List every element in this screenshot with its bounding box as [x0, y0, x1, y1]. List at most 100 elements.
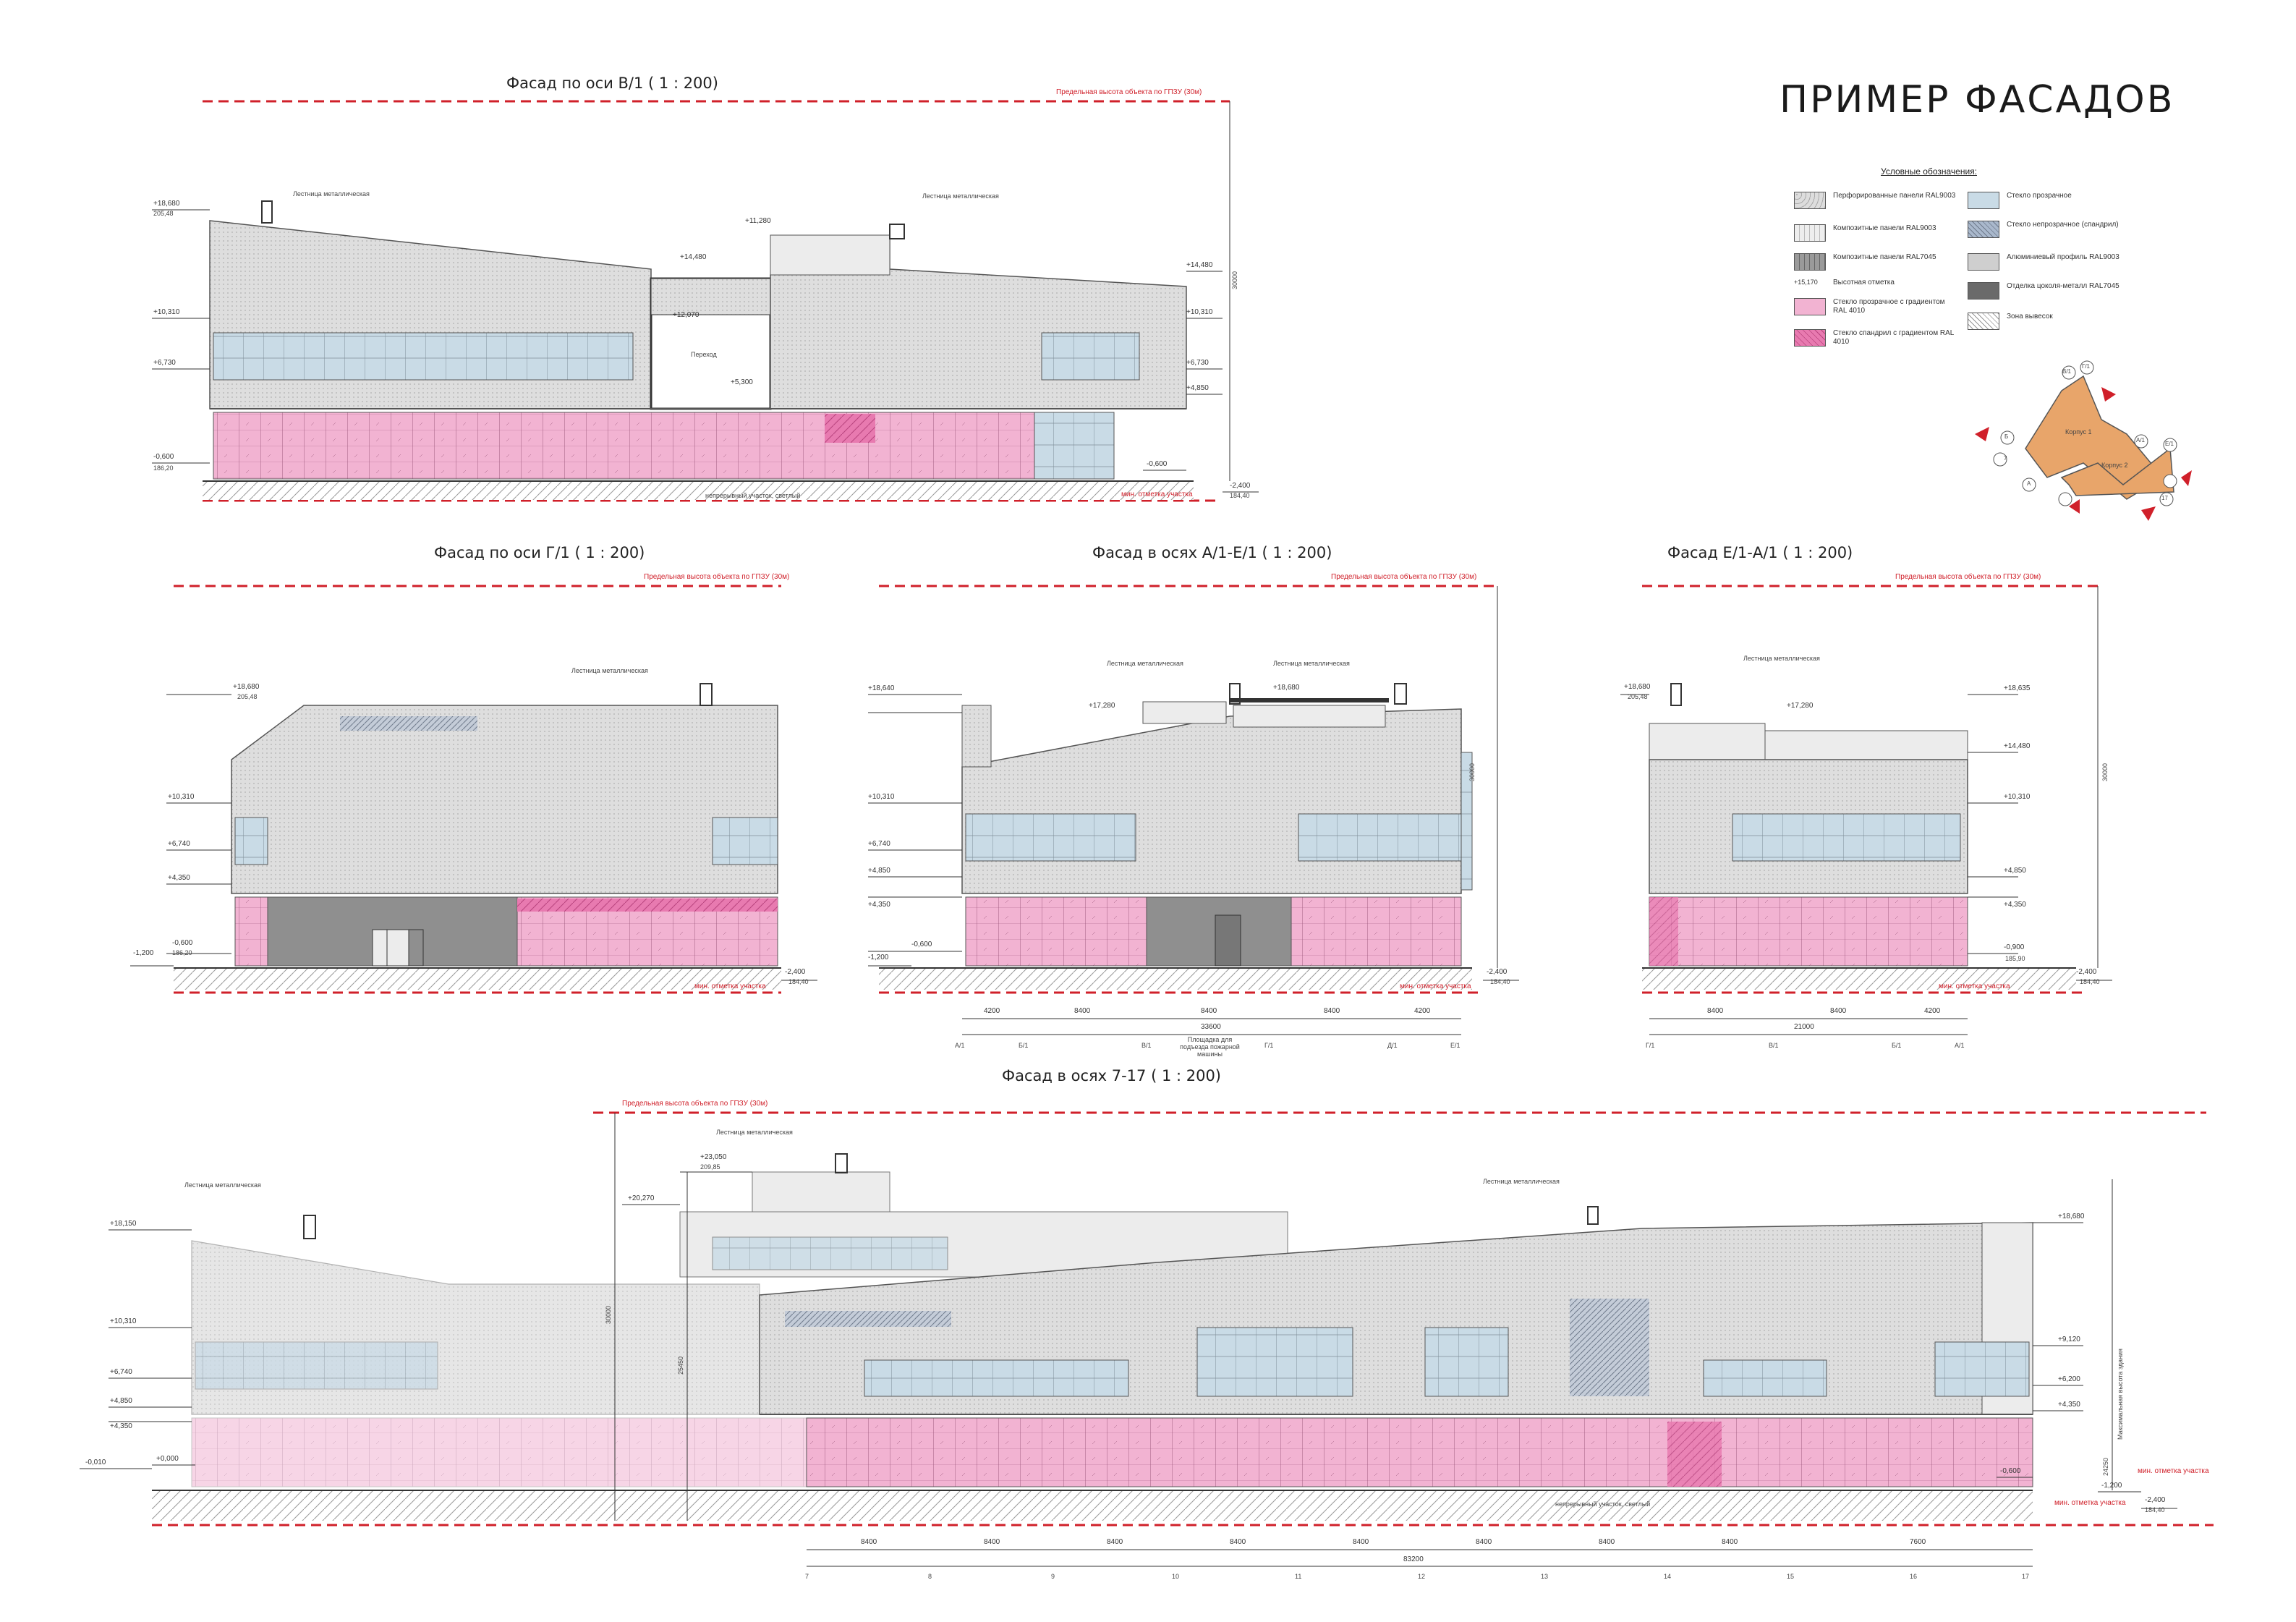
keyplan-marker: Б [2004, 433, 2009, 440]
level-abs: 184,40 [1230, 492, 1250, 499]
level-mark: +14,480 [1186, 261, 1213, 269]
legend-title: Условные обозначения: [1881, 166, 1977, 177]
dim-span: 8400 [861, 1538, 877, 1546]
level-mark: +18,635 [2004, 684, 2031, 692]
min-level-label: мин. отметка участка [2138, 1467, 2209, 1475]
level-mark: +18,680 [1273, 684, 1300, 692]
legend-swatch-glass [1968, 192, 1999, 209]
axis-label: 8 [928, 1573, 932, 1580]
legend-swatch-pink-spandrel [1794, 329, 1826, 347]
keyplan-marker: Г/1 [2082, 363, 2091, 370]
level-mark: +6,730 [1186, 359, 1209, 367]
level-mark: +4,350 [2004, 901, 2026, 909]
keyplan-marker: Е/1 [2165, 441, 2174, 447]
level-mark: -1,200 [868, 954, 889, 961]
level-abs: 186,20 [153, 464, 174, 472]
dim-span: 4200 [1924, 1007, 1941, 1015]
level-mark: -1,200 [133, 949, 154, 957]
legend-item: Перфорированные панели RAL9003 [1794, 192, 1956, 209]
level-mark: +18,680 [1624, 683, 1651, 691]
legend-swatch-composite-dark [1794, 253, 1826, 271]
axis-label: В/1 [1769, 1042, 1779, 1049]
stair-note: Лестница металлическая [1273, 660, 1350, 667]
plinth-note: непрерывный участок, светлый [705, 492, 801, 499]
level-mark: +5,300 [731, 378, 753, 386]
dim-span: 8400 [1107, 1538, 1123, 1546]
level-mark: -0,600 [2000, 1467, 2021, 1475]
keyplan-marker: В/1 [2062, 368, 2072, 375]
legend-item: +15,170 Высотная отметка [1794, 279, 1895, 286]
key-plan [1975, 360, 2192, 521]
level-mark: +9,120 [2058, 1336, 2080, 1343]
level-mark: -2,400 [785, 968, 806, 976]
legend-item: Стекло спандрил с градиентом RAL 4010 [1794, 329, 1956, 347]
level-mark: +4,850 [110, 1397, 132, 1405]
level-mark: +10,310 [153, 308, 180, 316]
axis-label: 7 [805, 1573, 809, 1580]
stair-note: Лестница металлическая [184, 1181, 261, 1189]
min-level-label: мин. отметка участка [694, 982, 766, 990]
level-mark: +18,640 [868, 684, 895, 692]
level-abs: 186,20 [172, 949, 192, 956]
facade-3-drawing [868, 585, 1519, 1035]
keyplan-marker: А [2027, 480, 2031, 487]
axis-label: 17 [2022, 1573, 2030, 1580]
axis-label: 12 [1418, 1573, 1426, 1580]
facade-4-drawing [1620, 585, 2112, 1035]
dim-span: 8400 [1074, 1007, 1091, 1015]
axis-label: Б/1 [1892, 1042, 1902, 1049]
level-mark: +6,200 [2058, 1375, 2080, 1383]
min-level-label: мин. отметка участка [2054, 1499, 2126, 1507]
level-mark: -2,400 [2076, 968, 2097, 976]
level-mark: +10,310 [168, 793, 195, 801]
height-limit-label: Предельная высота объекта по ГПЗУ (30м) [1895, 573, 2041, 581]
level-mark: -0,600 [172, 939, 193, 947]
height-limit-label: Предельная высота объекта по ГПЗУ (30м) [1056, 88, 1202, 96]
axis-label: 14 [1664, 1573, 1672, 1580]
min-level-label: мин. отметка участка [1400, 982, 1471, 990]
level-mark: -1,200 [2101, 1482, 2122, 1490]
level-abs: 184,40 [788, 978, 809, 985]
stair-note: Лестница металлическая [1107, 660, 1183, 667]
axis-label: 9 [1051, 1573, 1055, 1580]
dim-height: 30000 [1231, 271, 1238, 289]
dim-span: 8400 [1201, 1007, 1217, 1015]
legend-item: Композитные панели RAL9003 [1794, 224, 1956, 242]
keyplan-block-2: Корпус 2 [2101, 462, 2128, 469]
facade-5-drawing [80, 1111, 2214, 1567]
legend-swatch-composite [1794, 224, 1826, 242]
level-abs: 205,48 [1628, 693, 1648, 700]
dim-height: 25450 [677, 1356, 684, 1375]
axis-label: 11 [1295, 1573, 1302, 1580]
dim-total: 21000 [1794, 1023, 1814, 1031]
legend-item: Отделка цоколя-металл RAL7045 [1968, 282, 2130, 300]
stair-note: Лестница металлическая [716, 1129, 793, 1136]
level-abs: 205,48 [153, 210, 174, 217]
axis-label: Г/1 [1264, 1042, 1274, 1049]
keyplan-block-1: Корпус 1 [2065, 428, 2092, 436]
dim-span: 8400 [1324, 1007, 1340, 1015]
legend-swatch-glass-spandrel [1968, 221, 1999, 238]
stair-note: Лестница металлическая [571, 667, 648, 674]
fire-access-note: Площадка для подъезда пожарной машины [1180, 1036, 1240, 1058]
sheet-title: ПРИМЕР ФАСАДОВ [1780, 78, 2175, 122]
level-mark: +4,350 [868, 901, 890, 909]
level-abs: 209,85 [700, 1163, 720, 1171]
legend-item: Стекло непрозрачное (спандрил) [1968, 221, 2130, 238]
level-mark: +0,000 [156, 1455, 179, 1463]
stair-note: Лестница металлическая [1743, 655, 1820, 662]
level-mark: -0,600 [911, 940, 932, 948]
dim-span: 4200 [1414, 1007, 1431, 1015]
dim-total: 83200 [1403, 1555, 1424, 1563]
facade-2-title: Фасад по оси Г/1 ( 1 : 200) [434, 544, 645, 561]
axis-label: 16 [1910, 1573, 1918, 1580]
facade-4-title: Фасад Е/1-А/1 ( 1 : 200) [1667, 544, 1853, 561]
level-abs: 185,90 [2005, 955, 2025, 962]
level-mark: +18,680 [153, 200, 180, 208]
legend-item: Стекло прозрачное [1968, 192, 2130, 209]
legend-item: Композитные панели RAL7045 [1794, 253, 1956, 271]
level-abs: 184,40 [2080, 978, 2100, 985]
dim-height: 30000 [2101, 763, 2109, 781]
level-mark: -2,400 [1230, 482, 1251, 490]
